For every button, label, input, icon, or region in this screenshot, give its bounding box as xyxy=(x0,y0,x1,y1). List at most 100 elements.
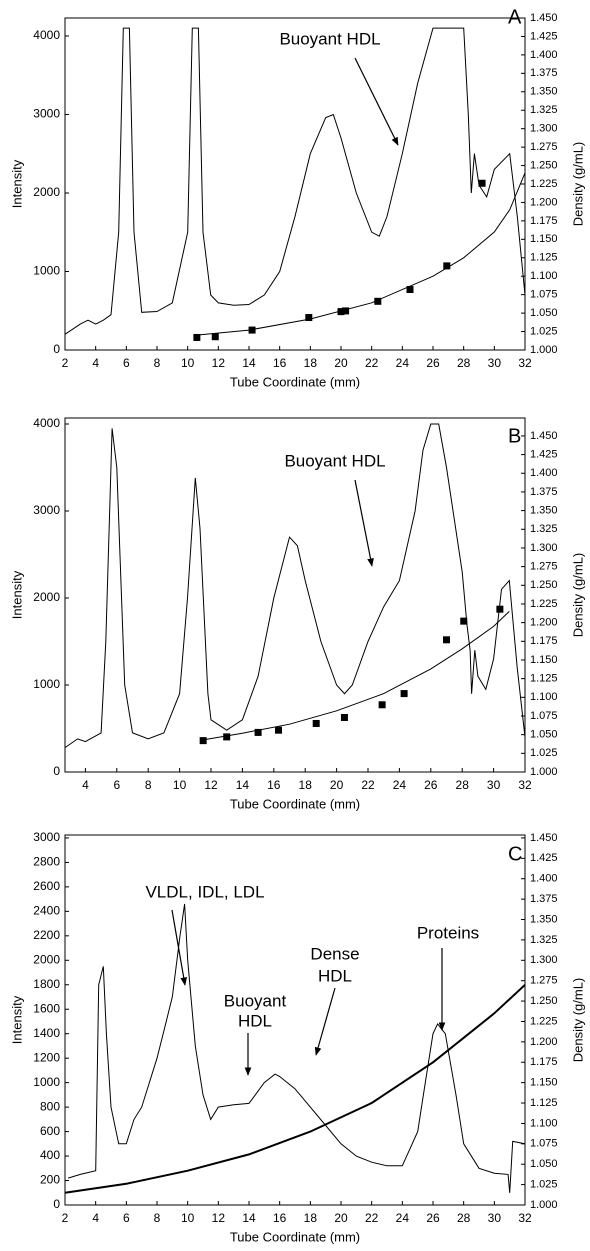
y2-tick-label: 1.125 xyxy=(530,673,558,685)
y2-tick-label: 1.400 xyxy=(530,467,558,479)
y2-tick-label: 1.050 xyxy=(530,729,558,741)
x-tick-label: 30 xyxy=(487,778,501,792)
annotation: HDL xyxy=(318,966,352,985)
x-tick-label: 16 xyxy=(273,356,287,370)
plot-frame xyxy=(64,417,526,773)
y-tick-label: 2000 xyxy=(33,590,60,604)
x-tick-label: 16 xyxy=(267,778,281,792)
y2-tick-label: 1.000 xyxy=(530,344,558,356)
x-tick-label: 24 xyxy=(393,778,407,792)
y2-tick-label: 1.250 xyxy=(530,995,558,1007)
y2-tick-label: 1.250 xyxy=(530,579,558,591)
y2-tick-label: 1.275 xyxy=(530,561,558,573)
density-point xyxy=(340,713,348,721)
x-tick-label: 32 xyxy=(518,356,532,370)
x-axis-title: Tube Coordinate (mm) xyxy=(230,796,360,811)
y2-tick-label: 1.175 xyxy=(530,1056,558,1068)
x-tick-label: 2 xyxy=(62,356,69,370)
y2-tick-label: 1.125 xyxy=(530,1097,558,1109)
y-tick-label: 0 xyxy=(53,764,60,778)
y2-tick-label: 1.150 xyxy=(530,654,558,666)
density-fit xyxy=(203,611,510,741)
density-point xyxy=(443,262,451,270)
y2-tick-label: 1.325 xyxy=(530,104,558,116)
y2-tick-label: 1.100 xyxy=(530,1117,558,1129)
density-point xyxy=(248,326,256,334)
annotation: Buoyant xyxy=(224,991,287,1010)
y2-axis-title: Density (g/mL) xyxy=(570,978,585,1063)
y-tick-label: 2800 xyxy=(33,855,60,869)
y2-tick-label: 1.025 xyxy=(530,1179,558,1191)
intensity-line xyxy=(64,423,526,749)
x-axis-title: Tube Coordinate (mm) xyxy=(230,374,360,389)
x-tick-label: 18 xyxy=(299,778,313,792)
x-tick-label: 20 xyxy=(334,356,348,370)
annotation: Buoyant HDL xyxy=(279,29,380,48)
x-tick-label: 26 xyxy=(424,778,438,792)
x-tick-label: 10 xyxy=(173,778,187,792)
x-tick-label: 4 xyxy=(92,356,99,370)
y2-tick-label: 1.200 xyxy=(530,1036,558,1048)
y2-tick-label: 1.050 xyxy=(530,307,558,319)
y2-tick-label: 1.375 xyxy=(530,67,558,79)
y-tick-label: 1400 xyxy=(33,1026,60,1040)
y2-tick-label: 1.125 xyxy=(530,252,558,264)
x-tick-label: 4 xyxy=(82,778,89,792)
x-tick-label: 30 xyxy=(488,356,502,370)
x-tick-label: 28 xyxy=(456,778,470,792)
y2-tick-label: 1.425 xyxy=(530,852,558,864)
y-tick-label: 1000 xyxy=(33,677,60,691)
y-tick-label: 3000 xyxy=(33,107,60,121)
x-tick-label: 24 xyxy=(396,1211,410,1225)
y-tick-label: 2200 xyxy=(33,928,60,942)
y2-tick-label: 1.150 xyxy=(530,1077,558,1089)
y2-tick-label: 1.250 xyxy=(530,159,558,171)
y2-tick-label: 1.425 xyxy=(530,449,558,461)
x-tick-label: 8 xyxy=(154,1211,161,1225)
y2-tick-label: 1.225 xyxy=(530,598,558,610)
annotation-arrow xyxy=(171,909,188,986)
annotation: VLDL, IDL, LDL xyxy=(145,882,264,901)
x-tick-label: 30 xyxy=(488,1211,502,1225)
annotation-arrow xyxy=(314,987,336,1056)
x-axis-title: Tube Coordinate (mm) xyxy=(230,1229,360,1244)
y2-tick-label: 1.000 xyxy=(530,766,558,778)
y2-tick-label: 1.300 xyxy=(530,954,558,966)
y2-tick-label: 1.050 xyxy=(530,1158,558,1170)
x-tick-label: 6 xyxy=(113,778,120,792)
density-point xyxy=(443,636,451,644)
y2-tick-label: 1.225 xyxy=(530,178,558,190)
x-tick-label: 8 xyxy=(154,356,161,370)
density-point xyxy=(460,617,468,625)
y-tick-label: 2400 xyxy=(33,904,60,918)
y-axis-title: Intensity xyxy=(9,570,24,619)
annotation: Proteins xyxy=(417,923,479,942)
x-tick-label: 10 xyxy=(181,1211,195,1225)
x-tick-label: 16 xyxy=(273,1211,287,1225)
y2-tick-label: 1.300 xyxy=(530,542,558,554)
x-tick-label: 14 xyxy=(242,356,256,370)
panel-label: A xyxy=(508,6,522,28)
x-tick-label: 2 xyxy=(62,1211,69,1225)
annotation-arrow xyxy=(354,479,374,567)
annotation: Dense xyxy=(310,944,359,963)
density-point xyxy=(342,307,350,315)
x-tick-label: 10 xyxy=(181,356,195,370)
y2-tick-label: 1.450 xyxy=(530,430,558,442)
x-tick-label: 28 xyxy=(457,356,471,370)
density-point xyxy=(374,297,382,305)
density-point xyxy=(211,333,219,341)
density-point xyxy=(312,719,320,727)
density-point xyxy=(337,308,345,316)
x-tick-label: 22 xyxy=(361,778,375,792)
density-fit xyxy=(64,984,526,1194)
y-tick-label: 0 xyxy=(53,342,60,356)
density-point xyxy=(496,605,504,613)
intensity-line xyxy=(67,903,526,1193)
x-tick-label: 26 xyxy=(426,356,440,370)
y-tick-label: 2600 xyxy=(33,879,60,893)
y-tick-label: 200 xyxy=(40,1173,60,1187)
y-tick-label: 1200 xyxy=(33,1050,60,1064)
y2-tick-label: 1.075 xyxy=(530,1138,558,1150)
